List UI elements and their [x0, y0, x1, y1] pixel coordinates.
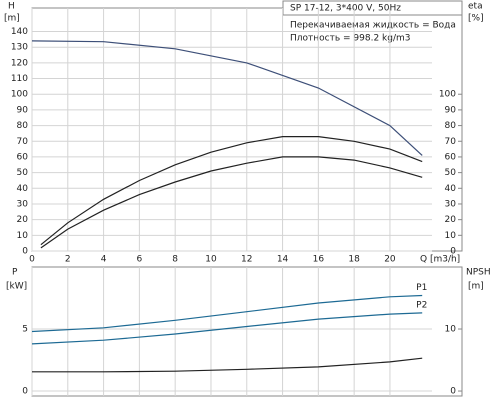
y-tick-label: 0 — [22, 247, 28, 257]
curve — [31, 312, 423, 345]
y2-label: NPSH — [466, 268, 491, 278]
y-tick-label: 0 — [22, 387, 28, 397]
curve — [31, 40, 423, 156]
y-tick-label: 130 — [11, 43, 28, 53]
series-label: P2 — [416, 300, 427, 310]
y2-tick-label: 50 — [445, 168, 457, 178]
y-tick-label: 70 — [17, 137, 29, 147]
series-label: P1 — [416, 283, 427, 293]
y2-tick-label: 30 — [445, 199, 457, 209]
y2-tick-label: 70 — [445, 137, 457, 147]
x-tick-label: 4 — [101, 255, 107, 265]
x-tick-label: 6 — [137, 255, 143, 265]
y2-tick-label: 80 — [445, 121, 457, 131]
curve — [40, 136, 423, 246]
curve — [31, 294, 423, 333]
y-tick-label: 110 — [11, 74, 28, 84]
y2-label: eta — [468, 2, 483, 12]
curve — [40, 156, 423, 249]
x-tick-label: 16 — [313, 255, 325, 265]
x-tick-label: 0 — [29, 255, 35, 265]
x-tick-label: 14 — [277, 255, 289, 265]
x-tick-label: 2 — [65, 255, 71, 265]
y-unit: [kW] — [6, 282, 27, 292]
y-tick-label: 30 — [17, 199, 29, 209]
y2-tick-label: 90 — [445, 105, 457, 115]
y-label: P — [12, 268, 18, 278]
curve — [32, 357, 423, 373]
y2-tick-label: 20 — [445, 215, 457, 225]
x-tick-label: 10 — [205, 255, 217, 265]
box-title: SP 17-12, 3*400 V, 50Hz — [290, 4, 401, 14]
y-tick-label: 100 — [11, 90, 28, 100]
y-tick-label: 5 — [22, 325, 28, 335]
x-tick-label: 12 — [241, 255, 252, 265]
note: Плотность = 998.2 kg/m3 — [290, 34, 411, 44]
note: Перекачиваемая жидкость = Вода — [290, 21, 456, 31]
y2-unit: [m] — [468, 282, 484, 292]
y2-tick-label: 10 — [445, 231, 457, 241]
x-label: Q [m3/h] — [420, 255, 460, 265]
y2-tick-label: 40 — [445, 184, 457, 194]
y-tick-label: 20 — [17, 215, 29, 225]
x-tick-label: 8 — [172, 255, 178, 265]
y-tick-label: 50 — [17, 168, 29, 178]
y2-tick-label: 100 — [439, 90, 456, 100]
y2-tick-label: 60 — [445, 152, 457, 162]
y2-tick-label: 10 — [445, 325, 457, 335]
x-tick-label: 18 — [348, 255, 360, 265]
y-label: H — [8, 2, 15, 12]
y2-unit: [%] — [468, 14, 484, 24]
y-tick-label: 60 — [17, 152, 29, 162]
y-tick-label: 120 — [11, 58, 28, 68]
y-unit: [m] — [4, 14, 20, 24]
y-tick-label: 10 — [17, 231, 29, 241]
y-tick-label: 40 — [17, 184, 29, 194]
y-tick-label: 140 — [11, 27, 28, 37]
y-tick-label: 90 — [17, 105, 29, 115]
y2-tick-label: 0 — [450, 387, 456, 397]
y2-tick-label: 0 — [450, 247, 456, 257]
x-tick-label: 20 — [384, 255, 396, 265]
y-tick-label: 80 — [17, 121, 29, 131]
